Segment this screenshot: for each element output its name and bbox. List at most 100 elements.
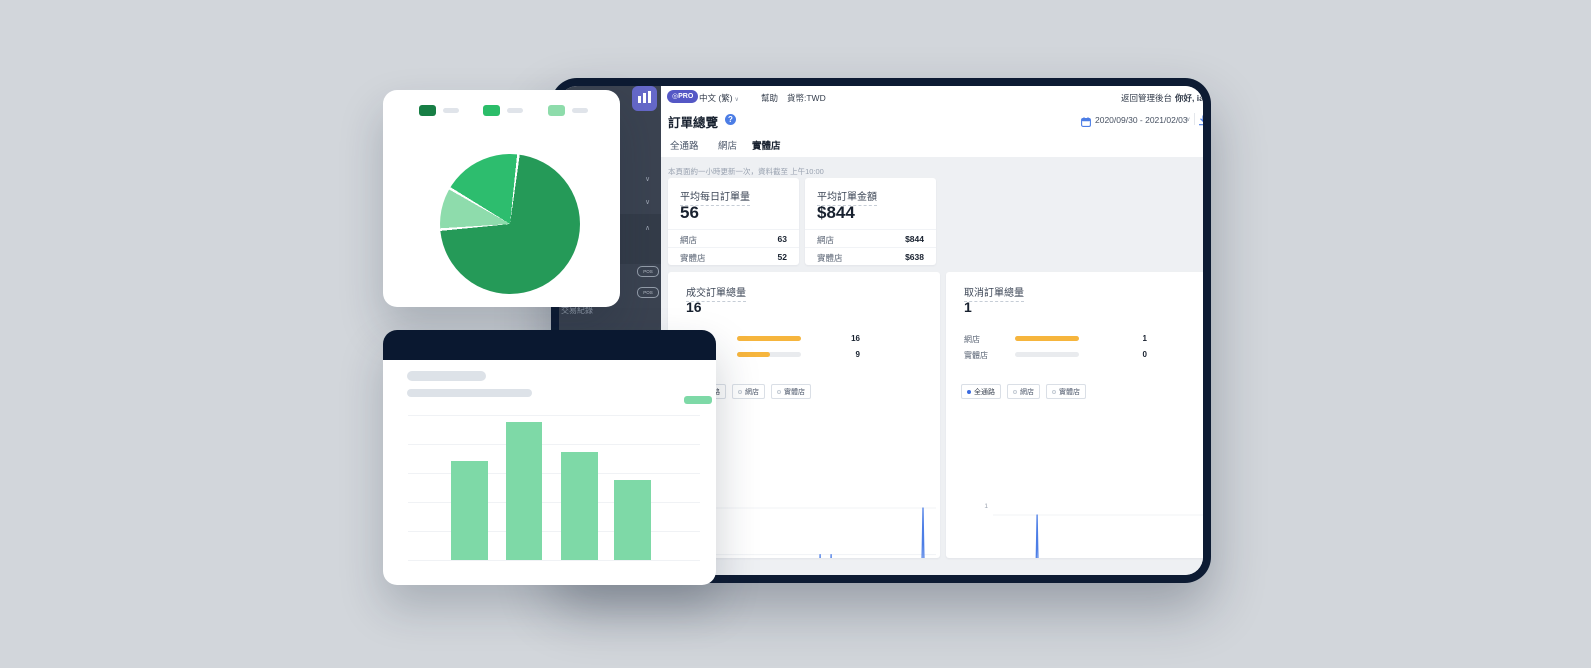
line-chart [993, 507, 1203, 558]
dashboard-content: 本頁面約一小時更新一次，資料截至 上午10:00 平均每日訂單量 56 網店 6… [661, 157, 1203, 575]
channel-tabs: 全通路 網店 實體店 [661, 131, 1203, 160]
divider [1194, 113, 1195, 125]
row-value: 52 [777, 252, 787, 262]
bar [614, 480, 651, 560]
legend-chip-all-channels[interactable]: 全通路 [961, 384, 1001, 399]
chevron-down-icon[interactable]: ∨ [645, 199, 651, 206]
row-value: 16 [851, 334, 860, 343]
progress-row: 網店 1 [946, 334, 1203, 344]
dot-icon [777, 389, 781, 394]
progress-row: 實體店 0 [946, 350, 1203, 360]
download-icon[interactable] [1198, 113, 1203, 131]
stat-value: 56 [680, 203, 699, 222]
tab-retail-store[interactable]: 實體店 [749, 138, 783, 160]
help-link[interactable]: 幫助 [761, 93, 779, 103]
row-label: 網店 [817, 235, 835, 245]
gridline [408, 560, 700, 561]
chart-title: 成交訂單總量 [686, 284, 746, 302]
tab-online-store[interactable]: 網店 [718, 141, 738, 152]
pro-badge: ◎PRO [667, 90, 699, 103]
tablet-frame: ∨ ∨ ∧ POS POS 交易紀錄 ◎PRO 中文 (繁) ∨ 幫助 貨幣:TW… [551, 78, 1211, 583]
legend-swatch [483, 105, 500, 116]
skeleton-line [507, 108, 523, 113]
language-selector[interactable]: 中文 (繁) ∨ [699, 93, 739, 103]
stat-row: 實體店 $638 [805, 247, 936, 265]
topbar: ◎PRO 中文 (繁)∨ 幫助 貨幣:TWD 返回管理後台 你好, ian [661, 86, 1203, 108]
legend-chip-online-store[interactable]: 網店 [1007, 384, 1040, 399]
pie-legend-item [419, 105, 459, 116]
row-label: 網店 [680, 235, 698, 245]
row-label: 實體店 [680, 253, 706, 263]
gridline [408, 415, 700, 416]
legend-chip-online-store[interactable]: 網店 [732, 384, 765, 399]
calendar-icon [1081, 114, 1091, 132]
currency-label: 貨幣:TWD [787, 93, 826, 103]
skeleton-title-line [407, 371, 486, 381]
gridline [408, 473, 700, 474]
bar-chart [408, 411, 700, 561]
chevron-down-icon: ∨ [1186, 117, 1191, 123]
decor-pie-card [383, 90, 620, 307]
y-axis-label: 1 [984, 503, 988, 510]
chevron-down-icon[interactable]: ∨ [645, 176, 651, 183]
stat-card-avg-order-value: 平均訂單金額 $844 網店 $844 實體店 $638 [805, 178, 936, 265]
chart-legend: 全通路 網店 實體店 [961, 384, 1086, 399]
stat-row: 網店 $844 [805, 229, 936, 247]
stat-row: 網店 63 [668, 229, 799, 247]
dot-icon [738, 389, 742, 394]
pie-legend-item [548, 105, 588, 116]
skeleton-line [443, 108, 459, 113]
gridline [408, 531, 700, 532]
row-label: 網店 [964, 335, 980, 344]
card-header-bar [383, 330, 716, 360]
chevron-up-icon[interactable]: ∧ [645, 225, 651, 232]
legend-chip-retail-store[interactable]: 實體店 [1046, 384, 1086, 399]
skeleton-subtitle-line [407, 389, 532, 397]
date-range-picker[interactable]: 2020/09/30 - 2021/02/03 [1095, 115, 1188, 125]
gridline [408, 502, 700, 503]
progress-track [1015, 336, 1079, 341]
page-title: 訂單總覽 [668, 116, 719, 130]
app-logo[interactable] [632, 86, 657, 111]
refresh-note: 本頁面約一小時更新一次，資料截至 上午10:00 [668, 167, 824, 176]
pie-legend-item [483, 105, 523, 116]
sidebar-item-label[interactable]: 交易紀錄 [561, 306, 593, 315]
row-value: 0 [1142, 350, 1147, 359]
row-value: 9 [855, 350, 860, 359]
progress-fill [737, 352, 771, 357]
chart-card-cancelled-orders: 取消訂單總量 1 網店 1 實體店 0 全通路 網店 [946, 272, 1203, 558]
progress-fill [1015, 336, 1079, 341]
green-pill-badge [684, 396, 712, 404]
chart-value: 16 [686, 299, 702, 315]
chevron-down-icon: ∨ [734, 97, 739, 103]
row-value: 1 [1142, 334, 1147, 343]
legend-chip-retail-store[interactable]: 實體店 [771, 384, 811, 399]
row-value: 63 [777, 234, 787, 244]
legend-swatch [419, 105, 436, 116]
sidebar-pos-badge: POS [637, 287, 659, 298]
bar [561, 452, 598, 560]
decor-bar-card [383, 330, 716, 585]
pie-chart [440, 154, 580, 294]
skeleton-line [572, 108, 588, 113]
progress-track [1015, 352, 1079, 357]
help-icon[interactable]: ? [725, 114, 736, 125]
gridline [408, 444, 700, 445]
dot-icon [1052, 389, 1056, 394]
stat-row: 實體店 52 [668, 247, 799, 265]
row-label: 實體店 [817, 253, 843, 263]
sidebar-pos-badge: POS [637, 266, 659, 277]
back-to-admin-link[interactable]: 返回管理後台 [1121, 93, 1173, 103]
dot-icon [967, 389, 971, 394]
row-value: $844 [905, 234, 924, 244]
tab-all-channels[interactable]: 全通路 [670, 141, 699, 152]
account-greeting[interactable]: 你好, ian [1175, 93, 1203, 103]
bar [506, 422, 542, 560]
line-chart [716, 500, 936, 558]
stat-title: 平均訂單金額 [817, 188, 877, 206]
bar [451, 461, 488, 560]
progress-track [737, 352, 801, 357]
admin-dashboard: ∨ ∨ ∧ POS POS 交易紀錄 ◎PRO 中文 (繁) ∨ 幫助 貨幣:TW… [559, 86, 1203, 575]
stat-value: $844 [817, 203, 855, 222]
